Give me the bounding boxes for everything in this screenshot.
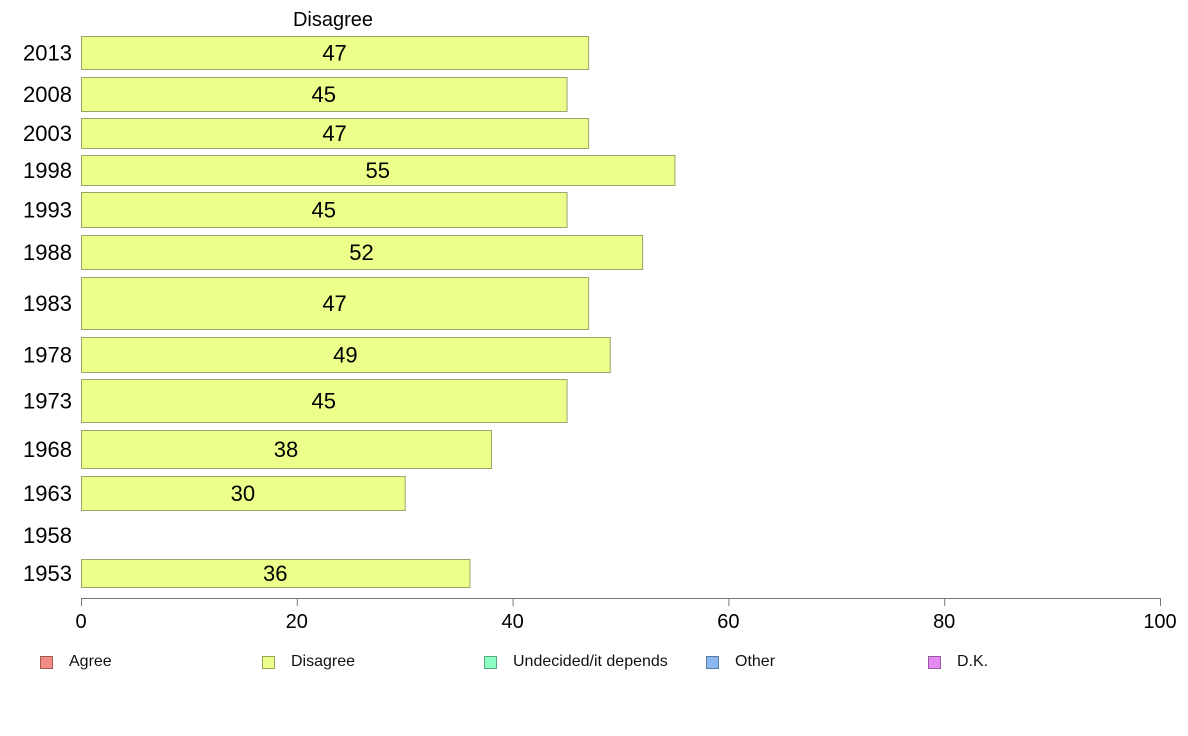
legend-swatch-disagree — [262, 655, 275, 669]
bar-value-label: 38 — [274, 437, 298, 462]
legend-item-dk: D.K. — [928, 650, 988, 674]
bar-value-label: 47 — [322, 41, 346, 66]
bar-value-label: 45 — [312, 198, 336, 223]
legend-label-other: Other — [735, 653, 776, 670]
bar-value-label: 47 — [322, 121, 346, 146]
bar-1963 — [81, 476, 406, 511]
bar-value-label: 45 — [312, 82, 336, 107]
y-tick-label: 1998 — [23, 158, 72, 183]
x-tick-label: 0 — [75, 611, 86, 633]
legend-label-disagree: Disagree — [291, 653, 356, 670]
bar-1998 — [81, 155, 676, 186]
bar-2013 — [81, 36, 590, 70]
legend-swatch-other — [706, 655, 719, 669]
y-tick-label: 2003 — [23, 121, 72, 146]
y-tick-label: 1993 — [23, 198, 72, 223]
bar-chart: Disagree 47 45 47 55 45 52 47 49 45 38 30 36 2013 20… — [23, 9, 1177, 633]
y-tick-label: 2008 — [23, 82, 72, 107]
x-tick-label: 80 — [933, 611, 955, 633]
legend-swatch-agree — [40, 655, 53, 669]
bar-value-label: 30 — [231, 481, 255, 506]
bar-value-label: 45 — [312, 389, 336, 414]
y-tick-label: 1983 — [23, 291, 72, 316]
y-tick-label: 2013 — [23, 41, 72, 66]
y-tick-label: 1973 — [23, 389, 72, 414]
legend-label-dk: D.K. — [957, 653, 989, 670]
bar-1978 — [81, 337, 611, 373]
legend-item-disagree: Disagree — [262, 650, 355, 674]
chart-legend: Agree Disagree Undecided/it depends Othe… — [0, 650, 1188, 674]
chart-title: Disagree — [293, 9, 373, 31]
bar-1983 — [81, 277, 590, 330]
bar-1993 — [81, 192, 568, 228]
y-tick-label: 1963 — [23, 481, 72, 506]
legend-item-agree: Agree — [40, 650, 112, 674]
legend-item-undecided: Undecided/it depends — [484, 650, 668, 674]
legend-label-agree: Agree — [69, 653, 112, 670]
y-tick-label: 1978 — [23, 343, 72, 368]
x-tick-label: 100 — [1143, 611, 1176, 633]
bar-1968 — [81, 430, 493, 469]
y-tick-label: 1958 — [23, 523, 72, 548]
y-tick-label: 1988 — [23, 240, 72, 265]
bar-value-label: 49 — [333, 343, 357, 368]
x-tick-label: 20 — [286, 611, 308, 633]
x-tick-label: 60 — [717, 611, 739, 633]
y-tick-label: 1968 — [23, 437, 72, 462]
x-tick-label: 40 — [501, 611, 523, 633]
y-tick-label: 1953 — [23, 561, 72, 586]
bar-value-label: 55 — [365, 158, 389, 183]
legend-swatch-dk — [928, 655, 941, 669]
legend-swatch-undecided — [484, 655, 497, 669]
legend-item-other: Other — [706, 650, 775, 674]
bar-value-label: 52 — [349, 240, 373, 265]
bar-1973 — [81, 379, 568, 423]
legend-label-undecided: Undecided/it depends — [513, 653, 668, 670]
bar-2003 — [81, 118, 590, 149]
bar-value-label: 36 — [263, 561, 287, 586]
bar-2008 — [81, 77, 568, 112]
bar-value-label: 47 — [322, 291, 346, 316]
bar-1988 — [81, 235, 644, 270]
bar-1953 — [81, 559, 471, 588]
